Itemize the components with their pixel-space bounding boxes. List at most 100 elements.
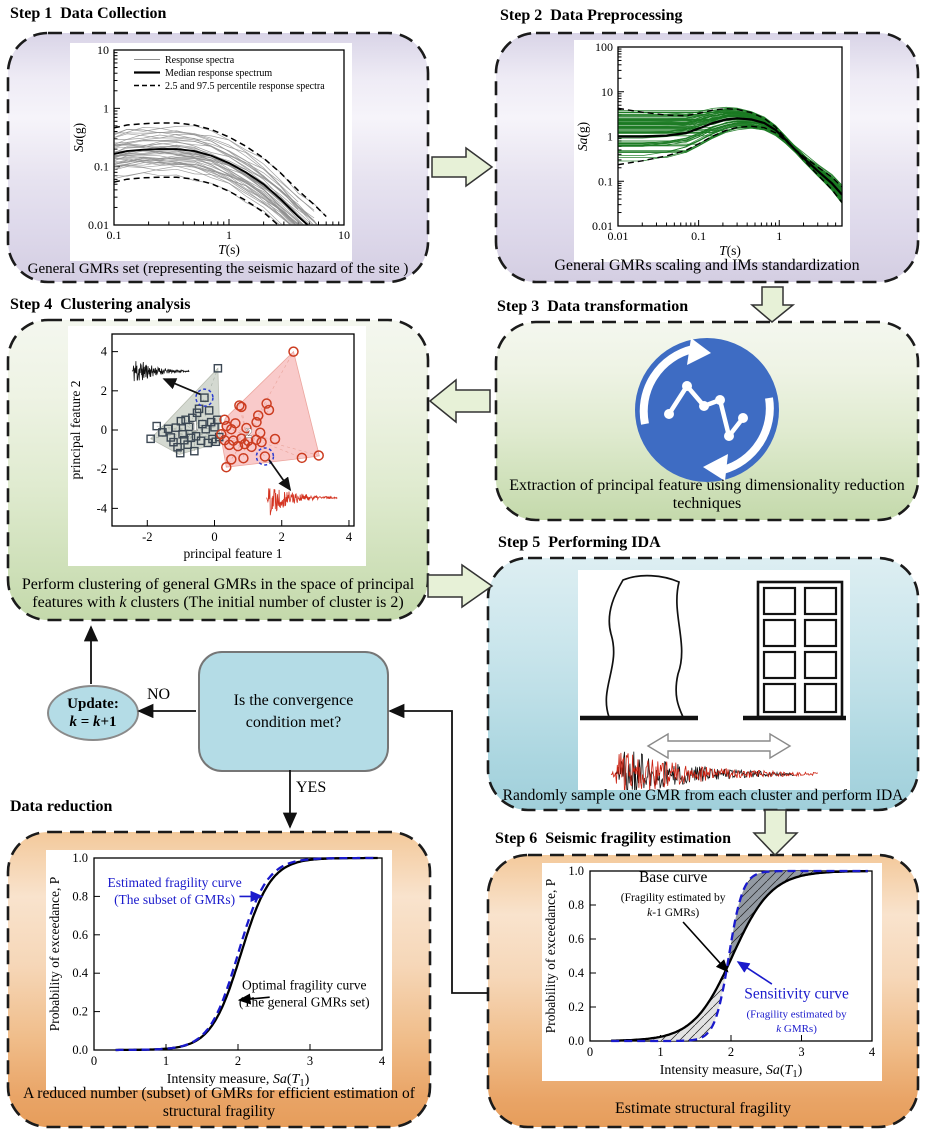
svg-text:0.2: 0.2 [568, 1000, 584, 1014]
step6-caption: Estimate structural fragility [615, 1100, 791, 1118]
svg-text:Probability of exceedance, P: Probability of exceedance, P [47, 877, 62, 1031]
step3-caption: Extraction of principal feature using di… [509, 476, 905, 513]
svg-text:Estimated fragility curve: Estimated fragility curve [108, 875, 242, 890]
no-label: NO [147, 686, 171, 703]
svg-text:0.4: 0.4 [568, 966, 584, 980]
step2-chart-area: 0.01 0.1 1 0.01 0.1 1 10 100 T(s) Sa(g) [574, 40, 850, 262]
step5-panel: Randomly sample one GMR from each cluste… [488, 558, 918, 810]
data-reduction-chart-area: 0 1 2 3 4 0.0 0.2 0.4 0.6 0.8 1.0 Estimated fragili… [46, 850, 392, 1090]
svg-text:principal feature 2: principal feature 2 [68, 381, 83, 480]
svg-text:Optimal fragility curve: Optimal fragility curve [242, 978, 366, 993]
svg-text:(Fragility estimated by: (Fragility estimated by [621, 892, 726, 904]
svg-text:3: 3 [307, 1054, 313, 1068]
step2-caption: General GMRs scaling and IMs standardiza… [554, 257, 860, 275]
arrow-step2-to-step3 [749, 286, 796, 323]
svg-text:Base curve: Base curve [639, 869, 708, 886]
svg-text:T(s): T(s) [218, 242, 240, 257]
svg-text:Sa(g): Sa(g) [71, 123, 86, 152]
svg-text:0.2: 0.2 [72, 1005, 88, 1019]
step4-caption: Perform clustering of general GMRs in th… [21, 575, 415, 612]
svg-text:0.6: 0.6 [72, 928, 88, 942]
svg-text:Sensitivity curve: Sensitivity curve [744, 986, 849, 1003]
svg-text:3: 3 [798, 1045, 804, 1059]
step2-panel: 0.01 0.1 1 0.01 0.1 1 10 100 T(s) Sa(g) General G… [496, 33, 918, 282]
svg-text:Sa(g): Sa(g) [575, 122, 590, 151]
step1-panel: 0.1 1 10 0.01 0.1 1 10 Response spectra Median r… [8, 33, 428, 282]
step5-drawing-area [578, 570, 850, 790]
svg-text:1: 1 [607, 130, 613, 144]
svg-text:(Fragility estimated by: (Fragility estimated by [746, 1009, 847, 1021]
arrow-step3-to-step4 [428, 378, 491, 424]
ida-sketch [580, 574, 846, 790]
svg-text:2: 2 [245, 425, 252, 440]
svg-text:1.0: 1.0 [568, 864, 584, 878]
data-reduction-title: Data reduction [10, 798, 113, 815]
step6-title: Step 6 Seismic fragility estimation [495, 830, 731, 847]
svg-text:0.1: 0.1 [94, 160, 109, 174]
fragility-comparison-chart: 0 1 2 3 4 0.0 0.2 0.4 0.6 0.8 1.0 Estimated fragili… [46, 850, 392, 1090]
svg-text:0.4: 0.4 [72, 966, 88, 980]
svg-text:1: 1 [657, 1045, 663, 1059]
svg-text:2: 2 [101, 384, 107, 398]
svg-text:Probability of exceedance, P: Probability of exceedance, P [543, 879, 558, 1033]
svg-text:0.8: 0.8 [568, 898, 584, 912]
svg-text:0.8: 0.8 [72, 889, 88, 903]
svg-text:Response spectra: Response spectra [165, 55, 235, 66]
deformed-building-sketch [605, 574, 684, 718]
svg-text:10: 10 [97, 43, 109, 57]
data-reduction-panel: 0 1 2 3 4 0.0 0.2 0.4 0.6 0.8 1.0 Estimated fragili… [8, 832, 430, 1127]
step5-caption: Randomly sample one GMR from each cluste… [502, 787, 904, 805]
svg-text:(The subset of GMRs): (The subset of GMRs) [114, 892, 235, 907]
svg-text:0.1: 0.1 [598, 174, 613, 188]
svg-text:k GMRs): k GMRs) [776, 1023, 817, 1035]
svg-text:k-1 GMRs): k-1 GMRs) [647, 907, 699, 919]
svg-text:0.0: 0.0 [568, 1034, 584, 1048]
svg-text:1: 1 [163, 1054, 169, 1068]
svg-text:2: 2 [235, 1054, 241, 1068]
convergence-decision-box: Is the convergence condition met? [198, 651, 389, 772]
step1-title: Step 1 Data Collection [10, 5, 167, 22]
svg-text:principal feature 1: principal feature 1 [184, 546, 283, 561]
step1-chart-area: 0.1 1 10 0.01 0.1 1 10 Response spectra Median r… [70, 43, 352, 261]
svg-text:1: 1 [226, 228, 232, 242]
arrow-step5-to-step6 [752, 809, 799, 857]
svg-text:1: 1 [776, 229, 782, 243]
dimensionality-reduction-cycle-icon [635, 338, 779, 482]
fragility-sensitivity-chart: 0 1 2 3 4 0.0 0.2 0.4 0.6 0.8 1.0 Base curve (Fragil… [542, 863, 882, 1081]
arrow-step4-to-step5 [427, 563, 494, 609]
step2-title: Step 2 Data Preprocessing [500, 7, 683, 24]
svg-text:-2: -2 [142, 530, 152, 544]
update-k-ellipse: Update: k = k+1 [47, 685, 139, 741]
step3-title: Step 3 Data transformation [497, 298, 689, 315]
update-formula: k = k+1 [69, 714, 117, 730]
svg-text:Median response spectrum: Median response spectrum [165, 68, 272, 79]
arrow-step1-to-step2 [431, 146, 494, 188]
step3-icon-wrap [633, 336, 781, 489]
step1-caption: General GMRs set (representing the seism… [27, 260, 409, 277]
svg-text:0: 0 [211, 530, 217, 544]
svg-text:(The general GMRs set): (The general GMRs set) [239, 995, 370, 1010]
svg-text:100: 100 [595, 40, 613, 54]
convergence-decision-text: Is the convergence condition met? [233, 691, 354, 731]
data-reduction-caption: A reduced number (subset) of GMRs for ef… [23, 1085, 415, 1121]
svg-text:2: 2 [728, 1045, 734, 1059]
svg-text:0: 0 [101, 423, 107, 437]
svg-text:-4: -4 [97, 501, 108, 515]
frame-building-sketch [756, 580, 844, 719]
svg-text:4: 4 [346, 530, 353, 544]
yes-label: YES [296, 779, 327, 796]
step4-chart-area: -2 0 2 4 -4 -2 0 2 4 1 2 principal feature 1 princip… [68, 326, 366, 566]
step6-chart-area: 0 1 2 3 4 0.0 0.2 0.4 0.6 0.8 1.0 Base curve (Fragil… [542, 863, 882, 1081]
svg-text:10: 10 [338, 228, 350, 242]
clustering-scatter-chart: -2 0 2 4 -4 -2 0 2 4 1 2 principal feature 1 princip… [68, 326, 366, 566]
step4-panel: -2 0 2 4 -4 -2 0 2 4 1 2 principal feature 1 princip… [8, 320, 428, 620]
svg-text:1: 1 [103, 101, 109, 115]
double-headed-arrow-icon [646, 732, 792, 760]
svg-text:4: 4 [101, 345, 108, 359]
svg-text:4: 4 [379, 1054, 386, 1068]
svg-text:0.6: 0.6 [568, 932, 584, 946]
svg-text:0.01: 0.01 [88, 218, 109, 232]
step4-title: Step 4 Clustering analysis [10, 296, 191, 313]
svg-text:10: 10 [601, 85, 613, 99]
